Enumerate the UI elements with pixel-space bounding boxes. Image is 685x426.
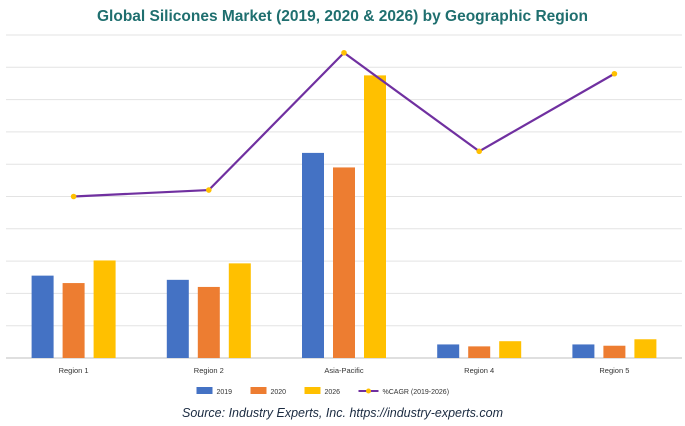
bar-region-4-2026 (499, 341, 522, 358)
bar-region-5-2019 (572, 344, 595, 358)
x-tick-label: Region 4 (464, 366, 494, 375)
legend-swatch-2020 (250, 387, 267, 394)
cagr-line-group (70, 49, 618, 200)
bar-region-2-2020 (197, 286, 220, 358)
bar-region-2-2019 (166, 279, 189, 358)
bar-region-2-2026 (228, 263, 251, 358)
cagr-point-asia-pacific (341, 49, 347, 56)
source-note: Source: Industry Experts, Inc. https://i… (182, 406, 503, 420)
cagr-point-region-5 (611, 70, 618, 77)
chart-title: Global Silicones Market (2019, 2020 & 20… (96, 8, 588, 25)
x-tick-labels: Region 1 Region 2 Asia-Pacific Region 4 Regi… (59, 366, 630, 375)
x-tick-label: Region 5 (599, 366, 629, 375)
bar-region-4-2020 (468, 346, 491, 358)
bar-region-1-2026 (93, 260, 116, 358)
legend-label-2019: 2019 (217, 389, 233, 396)
bar-asia-pacific-2026 (364, 75, 386, 358)
bar-region-1-2019 (31, 275, 54, 358)
x-tick-label: Asia-Pacific (324, 366, 363, 375)
cagr-point-region-1 (70, 193, 77, 200)
bars (31, 75, 657, 358)
legend-marker-cagr-2019-2026 (366, 388, 371, 394)
bar-asia-pacific-2019 (302, 152, 324, 358)
legend-label-2020: 2020 (271, 389, 287, 396)
bar-region-1-2020 (62, 283, 85, 358)
legend: 2019 2020 2026 %CAGR (2019-2026) (196, 387, 450, 396)
legend-label-2026: 2026 (325, 389, 341, 396)
bar-region-5-2020 (603, 345, 626, 358)
bar-region-5-2026 (634, 339, 657, 358)
cagr-point-region-2 (206, 187, 212, 193)
legend-swatch-2019 (196, 387, 213, 394)
x-tick-label: Region 1 (59, 366, 89, 375)
cagr-point-region-4 (476, 148, 483, 155)
legend-swatch-2026 (304, 387, 321, 394)
legend-label-cagr-2019-2026: %CAGR (2019-2026) (383, 389, 450, 396)
x-tick-label: Region 2 (194, 366, 224, 375)
bar-asia-pacific-2020 (333, 167, 355, 358)
bar-region-4-2019 (437, 344, 460, 358)
